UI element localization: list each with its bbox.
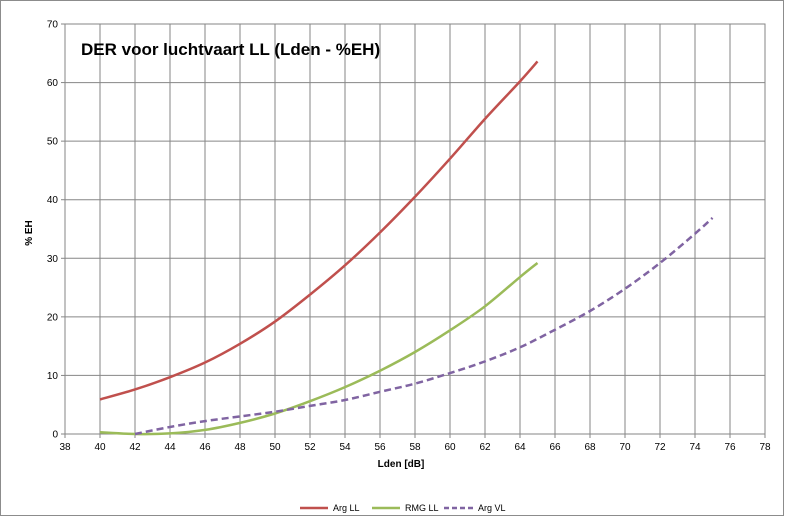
y-axis-ticks: 0 10 20 30 40 50 60 70 xyxy=(47,20,65,441)
x-tick-label: 38 xyxy=(59,442,71,453)
x-tick-label: 64 xyxy=(514,442,526,453)
legend: Arg LL RMG LL Arg VL xyxy=(300,503,506,513)
x-tick-label: 58 xyxy=(409,442,421,453)
x-tick-label: 48 xyxy=(234,442,246,453)
series-lines xyxy=(99,60,714,436)
legend-item-rmg-ll: RMG LL xyxy=(372,503,439,513)
x-tick-label: 70 xyxy=(619,442,631,453)
x-tick-label: 78 xyxy=(759,442,771,453)
y-tick-label: 60 xyxy=(47,78,59,89)
x-axis-title: Lden [dB] xyxy=(378,459,425,470)
x-tick-label: 50 xyxy=(269,442,281,453)
x-tick-label: 54 xyxy=(339,442,351,453)
x-tick-label: 52 xyxy=(304,442,316,453)
chart-title: DER voor luchtvaart LL (Lden - %EH) xyxy=(81,40,380,59)
x-tick-label: 66 xyxy=(549,442,561,453)
y-tick-label: 30 xyxy=(47,254,59,265)
legend-item-arg-ll: Arg LL xyxy=(300,503,360,513)
legend-label-rmg-ll: RMG LL xyxy=(405,503,439,513)
x-tick-label: 62 xyxy=(479,442,491,453)
x-tick-label: 72 xyxy=(654,442,666,453)
series-line-rmg-ll xyxy=(99,261,539,436)
y-tick-label: 70 xyxy=(47,20,59,31)
y-tick-label: 10 xyxy=(47,371,59,382)
x-tick-label: 42 xyxy=(129,442,141,453)
x-tick-label: 76 xyxy=(724,442,736,453)
x-tick-label: 46 xyxy=(199,442,211,453)
x-tick-label: 56 xyxy=(374,442,386,453)
y-tick-label: 0 xyxy=(52,430,58,441)
series-line-arg-ll xyxy=(99,60,539,401)
series-line-arg-vl xyxy=(134,216,714,436)
y-tick-label: 50 xyxy=(47,137,59,148)
legend-label-arg-ll: Arg LL xyxy=(333,503,360,513)
legend-label-arg-vl: Arg VL xyxy=(478,503,506,513)
x-tick-label: 60 xyxy=(444,442,456,453)
x-tick-label: 44 xyxy=(164,442,176,453)
x-axis-ticks: 38 40 42 44 46 48 50 52 54 56 58 60 62 64 66 68 70 72 74 76… xyxy=(59,434,771,453)
y-tick-label: 40 xyxy=(47,195,59,206)
gridlines xyxy=(64,23,766,435)
x-tick-label: 40 xyxy=(94,442,106,453)
legend-item-arg-vl: Arg VL xyxy=(444,503,506,513)
y-tick-label: 20 xyxy=(47,312,59,323)
x-tick-label: 68 xyxy=(584,442,596,453)
y-axis-title: % EH xyxy=(24,220,35,246)
x-tick-label: 74 xyxy=(689,442,701,453)
